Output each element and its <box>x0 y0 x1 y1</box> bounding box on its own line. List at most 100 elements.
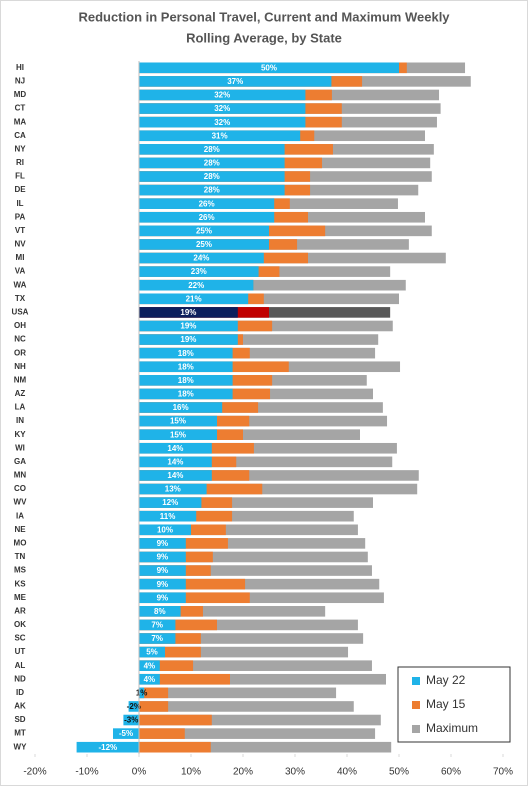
y-tick-label: NH <box>14 362 26 371</box>
bar <box>139 470 212 481</box>
bar <box>139 211 275 223</box>
bar <box>139 524 358 536</box>
data-label: 9% <box>157 593 169 602</box>
bar <box>139 578 246 590</box>
data-label: 18% <box>178 362 194 371</box>
y-tick-label: AL <box>15 661 26 670</box>
y-tick-label: NC <box>14 335 26 344</box>
bar <box>139 619 358 631</box>
bar <box>139 470 419 481</box>
bar <box>139 660 194 671</box>
bar <box>139 538 186 549</box>
data-label: 5% <box>146 648 158 657</box>
bar <box>139 524 191 536</box>
data-label: 9% <box>157 553 169 562</box>
bar <box>139 551 186 563</box>
bar <box>139 89 306 101</box>
bar <box>139 144 285 155</box>
bar <box>139 578 186 590</box>
bar <box>139 171 285 182</box>
y-tick-label: OR <box>14 348 26 357</box>
bar <box>139 660 372 671</box>
x-tick-label: -20% <box>23 767 46 778</box>
legend-swatch <box>412 725 420 733</box>
data-label: 7% <box>151 634 163 643</box>
data-label: 11% <box>160 512 176 521</box>
data-label: 50% <box>261 63 277 72</box>
y-tick-label: KY <box>14 430 26 439</box>
bar <box>139 442 212 454</box>
y-tick-label: ME <box>14 593 27 602</box>
y-tick-label: WA <box>14 280 27 289</box>
bar <box>139 673 230 685</box>
bar <box>128 701 139 712</box>
legend-label: Maximum <box>426 721 478 735</box>
data-label: 18% <box>178 376 194 385</box>
y-tick-label: WV <box>14 498 28 507</box>
bar <box>139 510 354 522</box>
bar <box>139 456 393 468</box>
bar <box>139 293 249 305</box>
bar <box>139 673 386 685</box>
data-label: 28% <box>204 159 220 168</box>
y-tick-label: GA <box>14 457 26 466</box>
bar <box>139 687 169 699</box>
y-tick-label: OK <box>14 620 26 629</box>
bar <box>139 673 160 685</box>
bar <box>139 714 212 726</box>
bar <box>139 646 349 658</box>
data-label: 15% <box>170 430 186 439</box>
bar <box>139 551 368 563</box>
data-label: 19% <box>180 335 196 344</box>
bar <box>139 510 197 522</box>
bar <box>139 497 373 508</box>
data-label: -2% <box>127 702 141 711</box>
y-tick-label: CA <box>14 131 26 140</box>
bar <box>139 619 176 631</box>
data-label: 37% <box>227 77 243 86</box>
bar <box>139 307 238 318</box>
bar <box>139 388 233 400</box>
y-tick-label: MD <box>14 90 27 99</box>
bar <box>139 293 399 305</box>
data-label: 8% <box>154 607 166 616</box>
x-tick-label: 70% <box>493 767 513 778</box>
data-label: 19% <box>180 322 196 331</box>
y-tick-label: MO <box>14 538 27 547</box>
bar <box>139 687 145 699</box>
y-tick-label: MI <box>16 253 25 262</box>
bar <box>139 266 259 277</box>
bar <box>139 334 379 345</box>
y-tick-label: CT <box>15 104 26 113</box>
data-label: 28% <box>204 145 220 154</box>
bar <box>139 130 301 142</box>
bar <box>139 402 383 413</box>
bar <box>139 62 399 74</box>
bar <box>139 619 217 631</box>
y-tick-label: FL <box>15 172 25 181</box>
data-label: 16% <box>173 403 189 412</box>
data-label: 19% <box>180 308 196 317</box>
data-label: 14% <box>167 471 183 480</box>
bar <box>139 347 376 359</box>
bar <box>139 592 186 604</box>
data-label: 32% <box>214 104 230 113</box>
data-label: -5% <box>119 729 133 738</box>
y-tick-label: NM <box>14 375 27 384</box>
data-label: 21% <box>186 294 202 303</box>
y-tick-label: VT <box>15 226 25 235</box>
bar <box>139 483 207 495</box>
y-tick-label: NV <box>14 240 26 249</box>
bar <box>76 741 139 753</box>
y-tick-label: OH <box>14 321 26 330</box>
y-tick-label: NE <box>14 525 26 534</box>
chart-subtitle: Rolling Average, by State <box>186 30 342 45</box>
bar <box>139 660 160 671</box>
bar <box>139 456 212 468</box>
bar <box>139 728 376 739</box>
bar <box>139 415 217 427</box>
data-label: 18% <box>178 349 194 358</box>
bar <box>139 592 384 604</box>
y-tick-label: CO <box>14 484 26 493</box>
